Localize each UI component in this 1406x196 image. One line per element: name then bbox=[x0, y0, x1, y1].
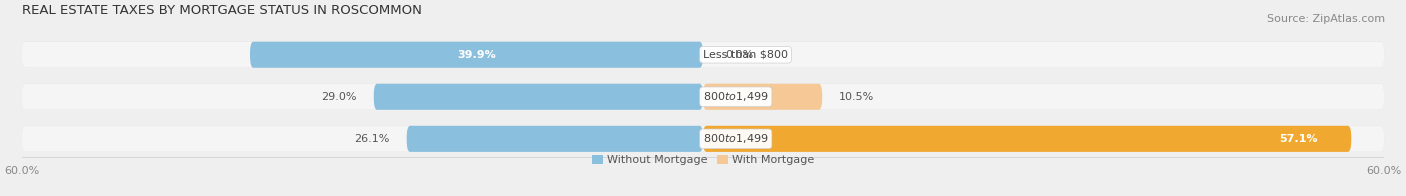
FancyBboxPatch shape bbox=[703, 84, 823, 110]
FancyBboxPatch shape bbox=[406, 126, 703, 152]
Text: $800 to $1,499: $800 to $1,499 bbox=[703, 132, 769, 145]
FancyBboxPatch shape bbox=[250, 42, 703, 68]
Text: Less than $800: Less than $800 bbox=[703, 50, 787, 60]
FancyBboxPatch shape bbox=[22, 84, 1384, 110]
Text: 39.9%: 39.9% bbox=[457, 50, 496, 60]
FancyBboxPatch shape bbox=[22, 126, 1384, 152]
Text: 26.1%: 26.1% bbox=[354, 134, 389, 144]
Text: $800 to $1,499: $800 to $1,499 bbox=[703, 90, 769, 103]
Text: REAL ESTATE TAXES BY MORTGAGE STATUS IN ROSCOMMON: REAL ESTATE TAXES BY MORTGAGE STATUS IN … bbox=[21, 4, 422, 17]
FancyBboxPatch shape bbox=[703, 126, 1351, 152]
Legend: Without Mortgage, With Mortgage: Without Mortgage, With Mortgage bbox=[589, 153, 817, 167]
FancyBboxPatch shape bbox=[21, 126, 1385, 152]
Text: 29.0%: 29.0% bbox=[321, 92, 357, 102]
FancyBboxPatch shape bbox=[21, 84, 1385, 110]
FancyBboxPatch shape bbox=[21, 42, 1385, 68]
Text: 0.0%: 0.0% bbox=[725, 50, 754, 60]
Text: 10.5%: 10.5% bbox=[839, 92, 875, 102]
Text: 57.1%: 57.1% bbox=[1278, 134, 1317, 144]
Text: Source: ZipAtlas.com: Source: ZipAtlas.com bbox=[1267, 14, 1385, 24]
FancyBboxPatch shape bbox=[22, 42, 1384, 68]
FancyBboxPatch shape bbox=[374, 84, 703, 110]
